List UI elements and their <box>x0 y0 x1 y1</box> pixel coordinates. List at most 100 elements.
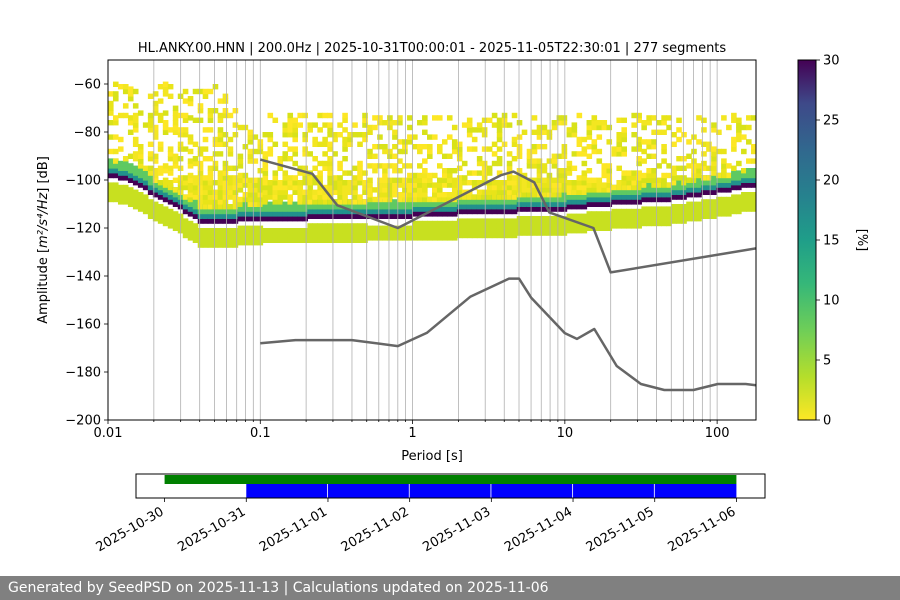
heat-cell <box>297 194 303 200</box>
heat-cell <box>262 199 269 205</box>
heat-cell-low <box>646 220 652 227</box>
heat-cell-low <box>417 220 423 227</box>
heat-cell-low <box>486 218 493 224</box>
heat-cell <box>347 136 353 143</box>
heat-cell-mode <box>302 216 308 222</box>
heat-cell <box>217 136 224 143</box>
heat-cell-low <box>466 223 473 229</box>
heat-cell-low <box>427 235 433 241</box>
timeline-processed-bar <box>654 484 737 498</box>
heat-cell <box>696 172 702 179</box>
heat-cell-low <box>641 216 647 222</box>
heat-cell-mode <box>696 192 702 198</box>
heat-cell <box>706 165 712 171</box>
heat-cell <box>202 184 209 191</box>
heat-cell <box>292 175 299 181</box>
heat-cell <box>182 194 189 200</box>
heat-cell <box>172 158 179 164</box>
heat-cell <box>252 182 259 188</box>
footer-text: Generated by SeedPSD on 2025-11-13 | Cal… <box>8 580 549 596</box>
heat-cell <box>551 120 558 126</box>
heat-cell-low <box>661 211 667 217</box>
heat-cell <box>476 194 483 200</box>
heat-cell-low <box>132 189 139 195</box>
heat-cell-mode <box>287 211 294 217</box>
heat-cell <box>247 187 254 193</box>
heat-cell-mode <box>511 199 518 205</box>
heat-cell <box>262 156 269 162</box>
heat-cell <box>302 146 308 152</box>
heat-cell-mode <box>272 216 279 222</box>
heat-cell <box>526 192 533 198</box>
heat-cell-mode <box>621 194 627 200</box>
heat-cell <box>427 182 433 188</box>
heat-cell-mode <box>661 187 667 193</box>
heat-cell-mode <box>162 196 169 203</box>
heat-cell-low <box>182 218 189 224</box>
heat-cell-mode <box>187 206 194 212</box>
heat-cell <box>556 192 563 198</box>
heat-cell <box>661 144 667 150</box>
colorbar <box>797 59 817 421</box>
heat-cell-mode <box>432 211 438 217</box>
heat-cell <box>362 180 368 186</box>
heat-cell-low <box>327 223 333 229</box>
heat-cell <box>541 168 548 174</box>
heat-cell <box>108 110 114 116</box>
heat-cell <box>616 184 623 191</box>
heat-cell-low <box>686 216 692 222</box>
heat-cell <box>172 110 179 116</box>
heat-cell <box>591 124 598 131</box>
heat-cell-low <box>422 220 428 227</box>
heat-cell-low <box>207 242 214 248</box>
heat-cell-mode <box>446 206 453 212</box>
heat-cell <box>232 132 239 138</box>
heat-cell-low <box>596 225 603 231</box>
heat-cell <box>417 172 423 179</box>
heat-cell-low <box>397 235 403 241</box>
heat-cell-mode <box>252 211 259 217</box>
heat-cell-low <box>711 208 717 215</box>
heat-cell-mode <box>397 213 403 219</box>
heat-cell <box>372 144 378 150</box>
heat-cell-low <box>127 196 134 203</box>
heat-cell <box>232 199 239 205</box>
heat-cell-low <box>412 230 418 236</box>
heat-cell-low <box>112 187 119 193</box>
heat-cell-low <box>481 228 488 234</box>
heat-cell <box>681 175 687 181</box>
heat-cell <box>147 151 154 157</box>
heat-cell <box>716 172 722 179</box>
heat-cell <box>207 180 214 186</box>
heat-cell <box>202 204 209 210</box>
heat-cell-low <box>422 225 428 231</box>
heat-cell <box>681 132 687 138</box>
heat-cell <box>581 180 588 186</box>
heat-cell <box>197 194 204 200</box>
heat-cell <box>456 189 463 195</box>
heat-cell-mode <box>372 213 378 219</box>
heat-cell-low <box>531 220 538 227</box>
heat-cell-mode <box>601 196 608 203</box>
heat-cell-low <box>297 232 303 239</box>
heat-cell <box>217 112 224 119</box>
heat-cell-mode <box>187 201 194 207</box>
heat-cell <box>511 194 518 200</box>
heat-cell-low <box>696 206 702 212</box>
heat-cell-low <box>681 208 687 215</box>
colorbar-tick-label: 25 <box>823 114 840 129</box>
heat-cell-low <box>731 199 737 205</box>
heat-cell-low <box>646 206 652 212</box>
heat-cell <box>312 180 318 186</box>
heat-cell-mode <box>661 192 667 198</box>
heat-cell-low <box>108 192 114 198</box>
heat-cell-mode <box>417 206 423 212</box>
heat-cell-mode <box>691 182 697 188</box>
heat-cell <box>207 112 214 119</box>
heat-cell <box>312 165 318 171</box>
heat-cell <box>536 124 543 131</box>
timeline-processed-bar <box>246 484 328 498</box>
heat-cell-low <box>671 204 677 210</box>
heat-cell <box>576 151 583 157</box>
heat-cell-low <box>596 211 603 217</box>
